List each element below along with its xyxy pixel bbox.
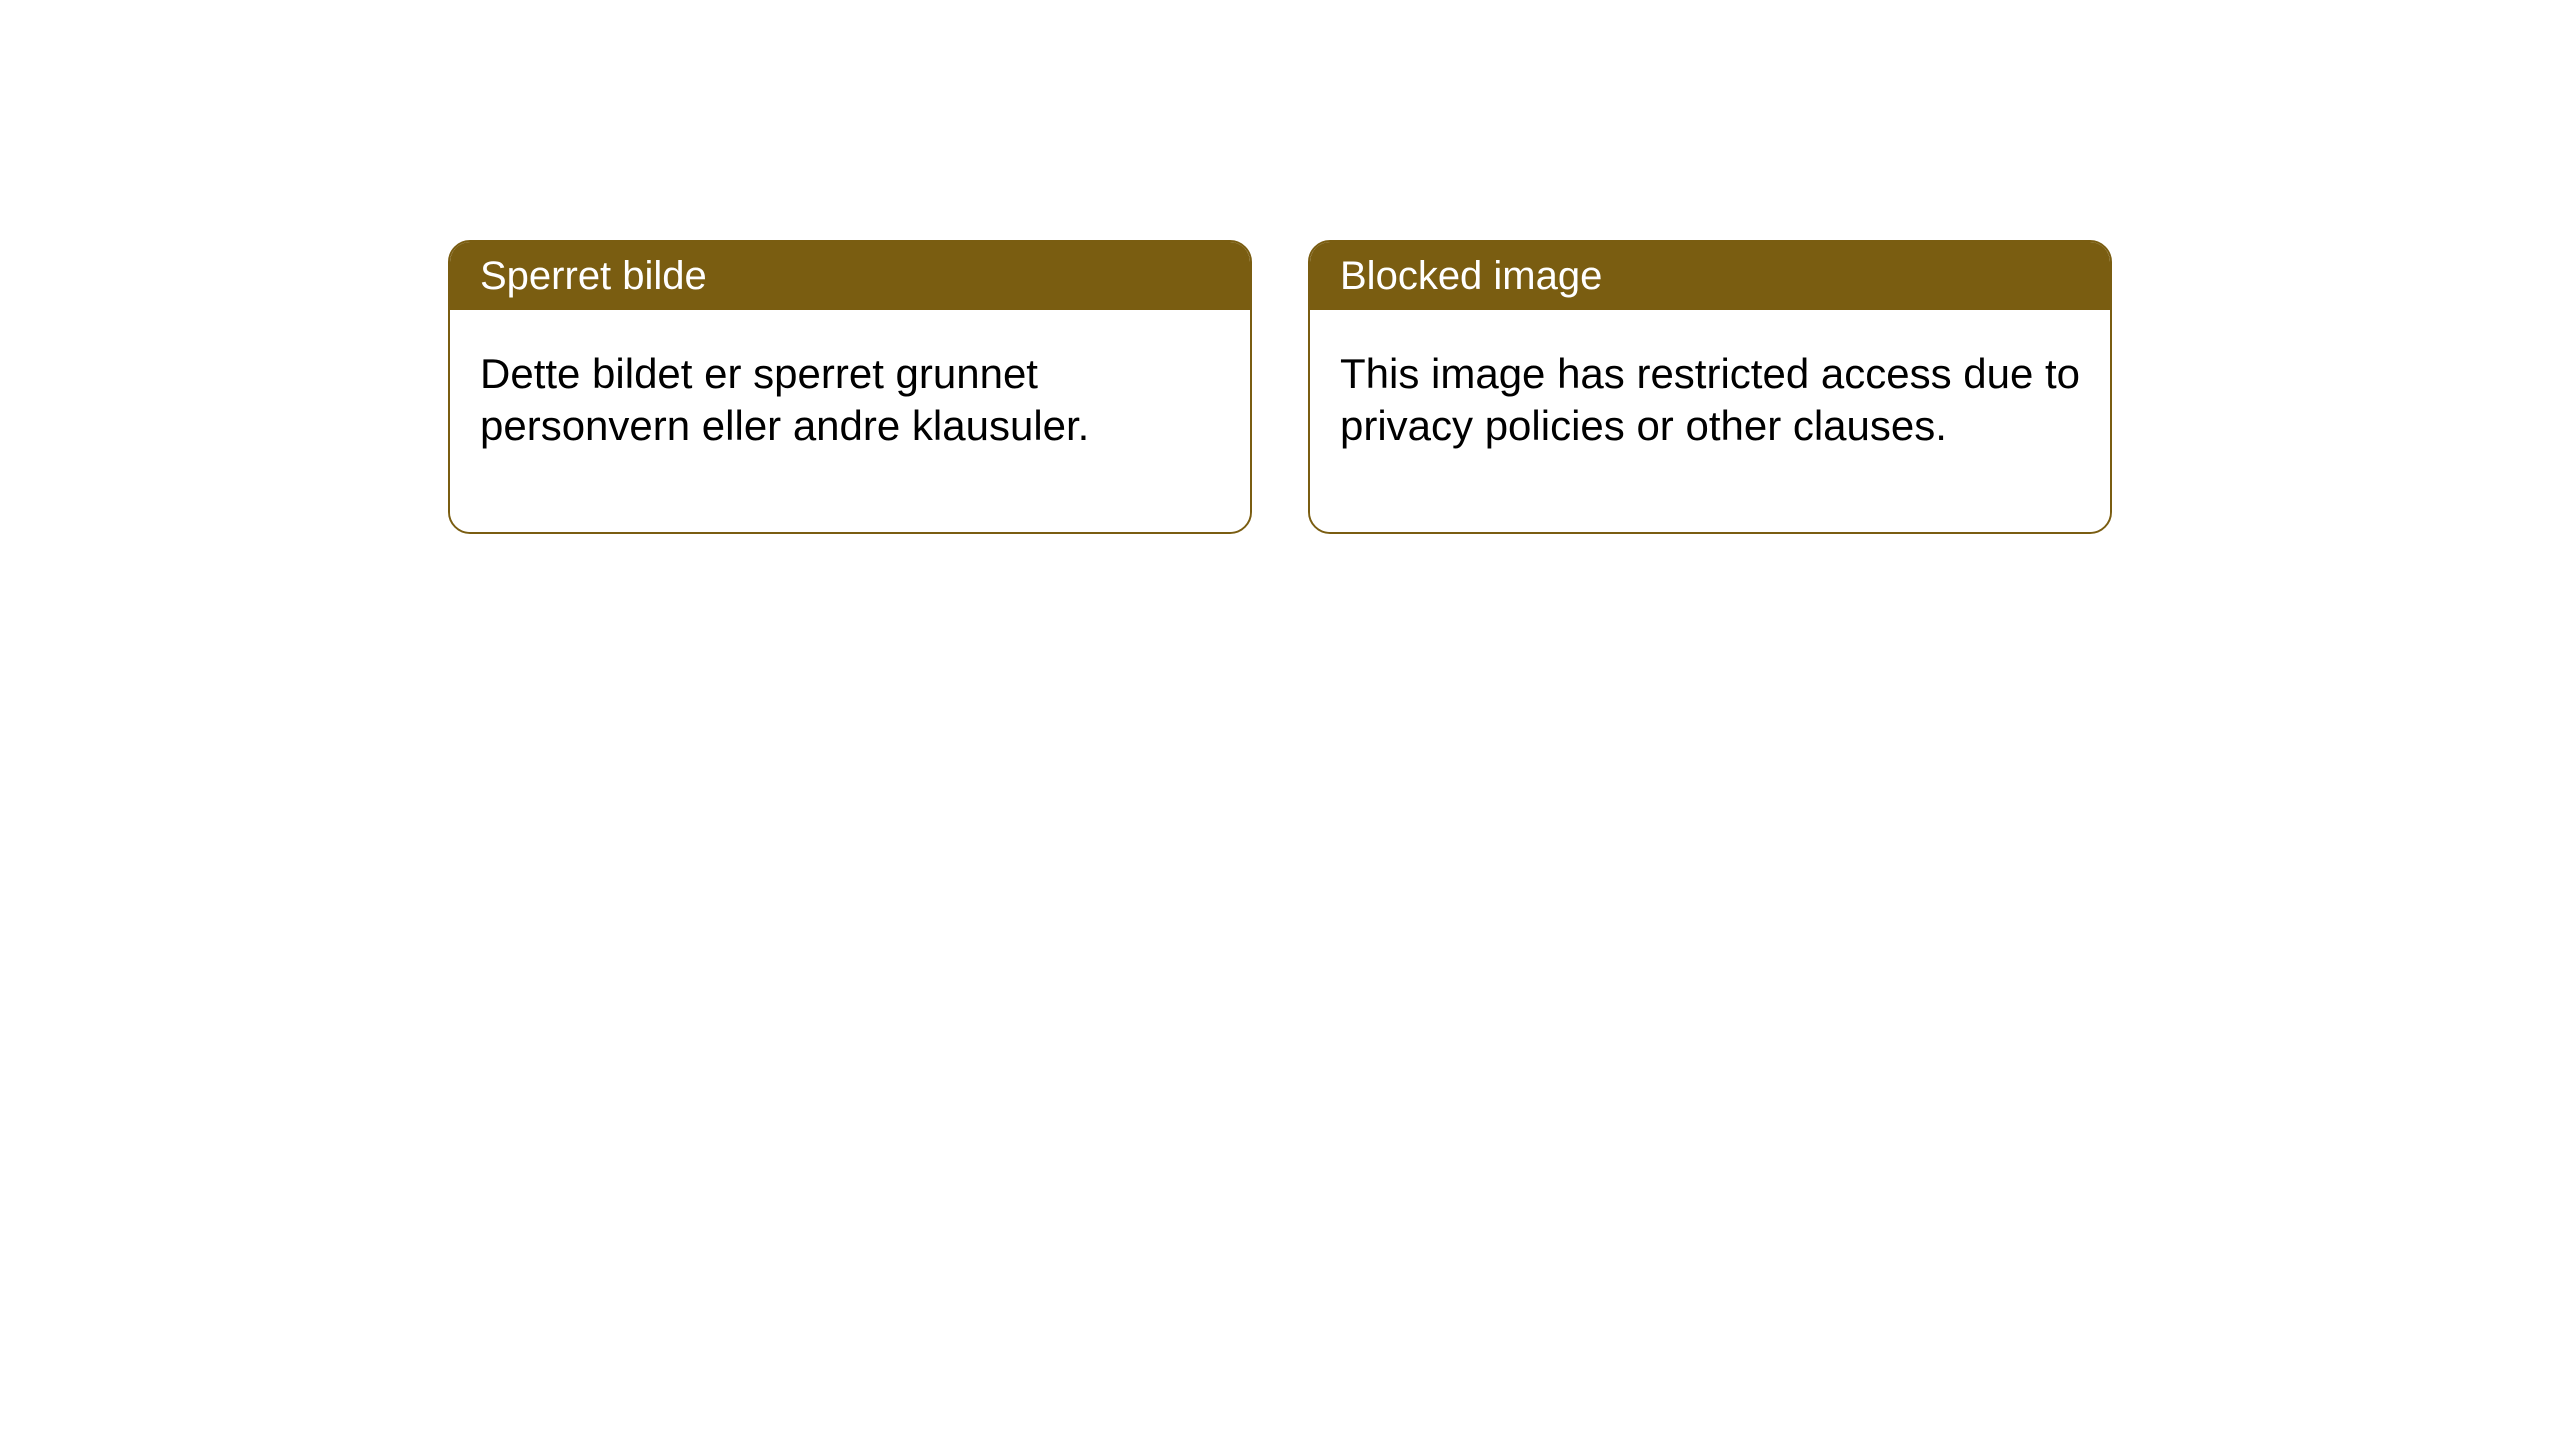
blocked-image-notice-container: Sperret bilde Dette bildet er sperret gr…	[448, 240, 2112, 534]
card-header-norwegian: Sperret bilde	[450, 242, 1250, 310]
card-body-english: This image has restricted access due to …	[1310, 310, 2110, 532]
blocked-image-card-english: Blocked image This image has restricted …	[1308, 240, 2112, 534]
blocked-image-card-norwegian: Sperret bilde Dette bildet er sperret gr…	[448, 240, 1252, 534]
card-body-norwegian: Dette bildet er sperret grunnet personve…	[450, 310, 1250, 532]
card-header-english: Blocked image	[1310, 242, 2110, 310]
